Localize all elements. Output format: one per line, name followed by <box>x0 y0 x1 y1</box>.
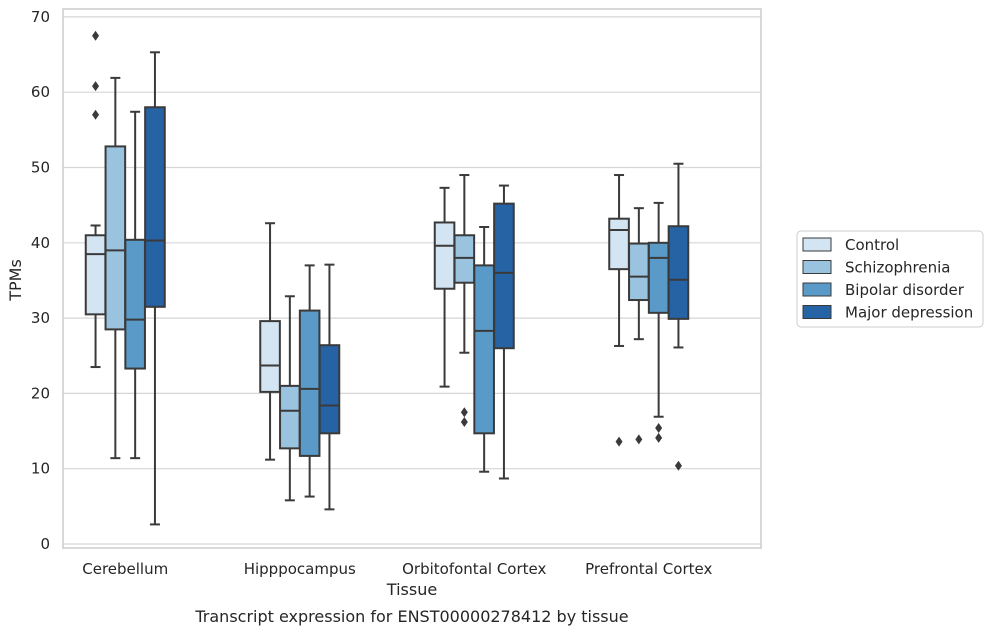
box-0-1 <box>104 76 127 460</box>
box-0-3 <box>144 51 166 526</box>
y-tick-labels: 0 10 20 30 40 50 60 70 <box>31 8 50 553</box>
box-iqr <box>647 241 670 314</box>
legend-frame <box>796 230 984 328</box>
outlier-point <box>460 417 468 428</box>
outlier-point <box>460 407 468 418</box>
legend-label: Bipolar disorder <box>845 281 965 299</box>
outlier-point <box>635 434 643 445</box>
y-tick-label: 20 <box>31 384 50 402</box>
x-tick-label: Prefrontal Cortex <box>585 560 712 578</box>
legend-swatch <box>802 282 832 297</box>
box-1-3 <box>318 263 341 511</box>
legend-label: Control <box>845 236 899 254</box>
legend-swatch <box>802 260 832 274</box>
x-tick-labels: Cerebellum Hipppocampus Orbitofontal Corte… <box>82 560 712 578</box>
box-iqr <box>144 106 166 308</box>
box-2-3 <box>493 184 515 480</box>
chart-title: Transcript expression for ENST0000027841… <box>194 607 628 626</box>
box-groups <box>84 30 690 526</box>
legend-label: Major depression <box>845 304 973 322</box>
box-0-0 <box>84 30 107 369</box>
box-1-2 <box>298 264 321 498</box>
box-3-3 <box>667 162 690 471</box>
box-3-2 <box>647 201 670 443</box>
x-tick-label: Cerebellum <box>82 560 168 578</box>
box-2-0 <box>433 186 456 388</box>
box-1-1 <box>279 295 301 502</box>
plot-area-frame <box>62 8 762 549</box>
box-iqr <box>473 264 495 435</box>
y-tick-label: 40 <box>31 234 50 252</box>
box-iqr <box>279 384 301 450</box>
x-tick-label: Hipppocampus <box>244 560 356 578</box>
box-iqr <box>318 344 341 435</box>
box-iqr <box>124 238 146 370</box>
y-tick-label: 70 <box>31 8 50 26</box>
box-3-1 <box>628 207 650 445</box>
box-iqr <box>493 202 515 350</box>
outlier-point <box>674 460 682 471</box>
box-3-0 <box>608 174 630 447</box>
x-axis-label: Tissue <box>386 580 437 599</box>
outlier-point <box>92 81 100 92</box>
box-iqr <box>433 221 456 290</box>
y-tick-label: 50 <box>31 159 50 177</box>
y-tick-label: 30 <box>31 309 50 327</box>
y-tick-label: 60 <box>31 83 50 101</box>
legend-swatch <box>802 305 832 319</box>
y-tick-label: 0 <box>40 535 50 553</box>
gridlines <box>63 16 761 545</box>
outlier-point <box>615 436 623 447</box>
legend-swatch <box>802 237 832 252</box>
box-iqr <box>453 234 476 284</box>
outlier-point <box>655 423 663 434</box>
outlier-point <box>655 432 663 443</box>
box-1-0 <box>259 222 281 461</box>
x-tick-label: Orbitofontal Cortex <box>402 560 546 578</box>
box-2-2 <box>473 225 495 473</box>
box-iqr <box>104 145 127 331</box>
box-iqr <box>298 309 321 457</box>
legend: Control Schizophrenia Bipolar disorder Majo… <box>796 230 984 328</box>
box-iqr <box>667 225 690 320</box>
legend-label: Schizophrenia <box>845 259 950 277</box>
box-iqr <box>628 242 650 302</box>
box-0-2 <box>124 110 146 460</box>
box-iqr <box>84 234 107 316</box>
y-axis-label: TPMs <box>6 259 25 302</box>
outlier-point <box>92 30 100 41</box>
y-tick-label: 10 <box>31 460 50 478</box>
box-2-1 <box>453 174 476 428</box>
box-iqr <box>608 217 630 271</box>
box-iqr <box>259 320 281 393</box>
outlier-point <box>92 109 100 120</box>
